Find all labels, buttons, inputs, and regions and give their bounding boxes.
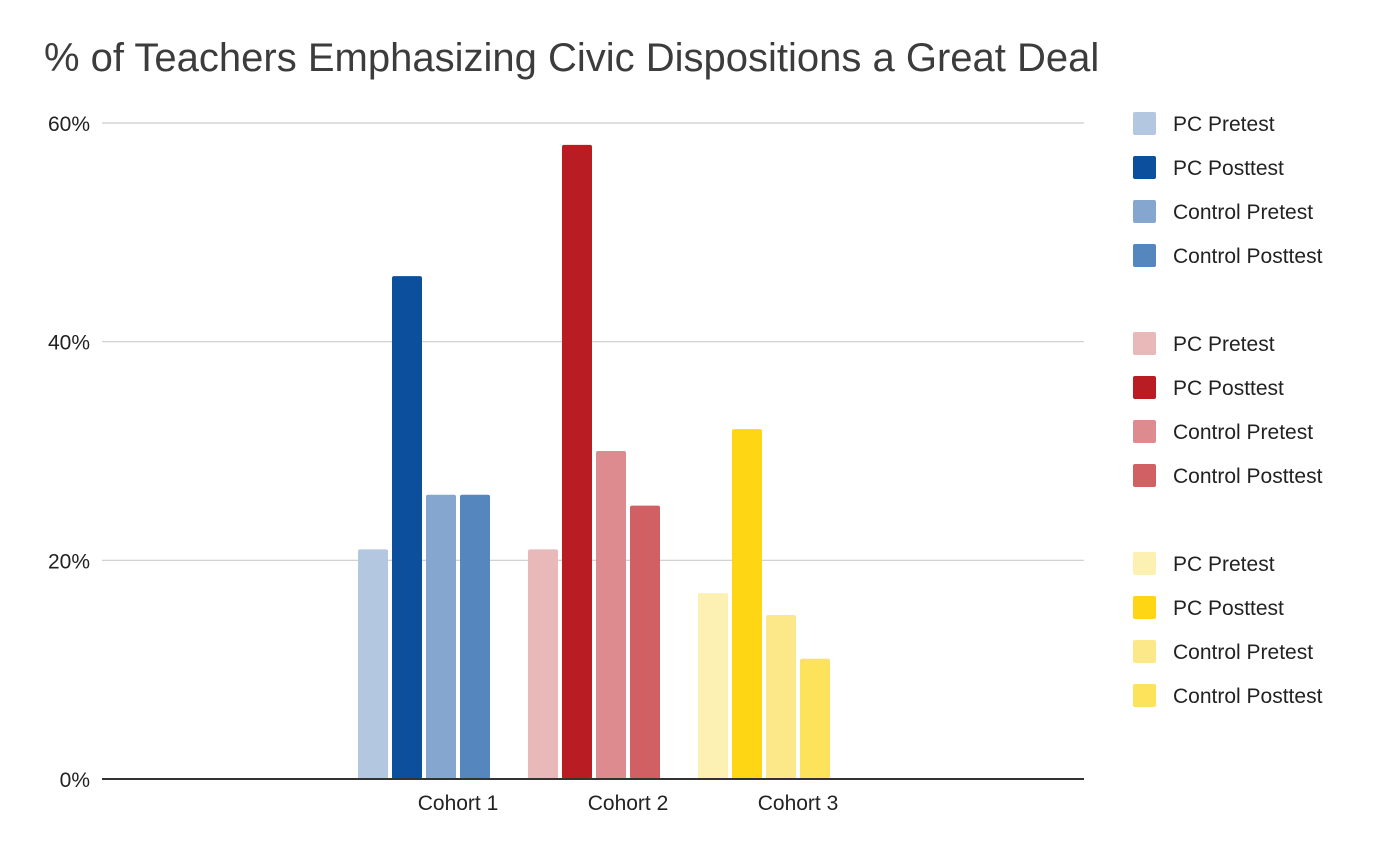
y-tick-label: 60% (48, 113, 90, 136)
legend-swatch (1133, 640, 1156, 663)
legend-swatch (1133, 332, 1156, 355)
legend-label: PC Pretest (1173, 333, 1275, 356)
legend-swatch (1133, 420, 1156, 443)
legend-swatch (1133, 244, 1156, 267)
legend-label: PC Pretest (1173, 553, 1275, 576)
legend-swatch (1133, 112, 1156, 135)
x-tick-label: Cohort 1 (418, 792, 499, 815)
y-tick-label: 40% (48, 332, 90, 355)
legend-label: Control Posttest (1173, 465, 1323, 488)
legend-label: Control Pretest (1173, 201, 1313, 224)
bar-cohort-2-control-posttest (630, 505, 660, 779)
y-axis-tick-labels: 0% 20% 40% 60% (48, 113, 90, 792)
y-tick-label: 20% (48, 550, 90, 573)
legend-swatch (1133, 552, 1156, 575)
legend-label: PC Posttest (1173, 377, 1284, 400)
legend-swatch (1133, 376, 1156, 399)
bar-cohort-2-pc-pretest (528, 549, 558, 779)
bar-cohort-3-control-posttest (800, 658, 830, 779)
legend-swatch (1133, 596, 1156, 619)
legend-swatch (1133, 464, 1156, 487)
legend-label: PC Pretest (1173, 113, 1275, 136)
legend-label: PC Posttest (1173, 597, 1284, 620)
bar-cohort-1-control-posttest (460, 494, 490, 779)
bar-cohort-1-pc-pretest (358, 549, 388, 779)
bar-cohort-3-pc-posttest (732, 429, 762, 779)
bar-cohort-2-pc-posttest (562, 144, 592, 779)
legend-label: Control Posttest (1173, 245, 1323, 268)
y-tick-label: 0% (60, 769, 90, 792)
bars (358, 144, 830, 779)
x-axis-tick-labels: Cohort 1 Cohort 2 Cohort 3 (418, 792, 839, 815)
chart-title: % of Teachers Emphasizing Civic Disposit… (44, 36, 1100, 80)
bar-cohort-3-control-pretest (766, 615, 796, 779)
legend-label: Control Pretest (1173, 641, 1313, 664)
bar-cohort-1-control-pretest (426, 494, 456, 779)
legend-swatch (1133, 156, 1156, 179)
legend-label: PC Posttest (1173, 157, 1284, 180)
legend-swatch (1133, 684, 1156, 707)
legend-swatch (1133, 200, 1156, 223)
legend-label: Control Pretest (1173, 421, 1313, 444)
bar-cohort-2-control-pretest (596, 451, 626, 779)
x-tick-label: Cohort 2 (588, 792, 669, 815)
bar-cohort-1-pc-posttest (392, 276, 422, 779)
legend: PC Pretest PC Posttest Control Pretest Cont… (1133, 112, 1323, 708)
x-tick-label: Cohort 3 (758, 792, 839, 815)
gridlines (102, 122, 1084, 561)
legend-label: Control Posttest (1173, 685, 1323, 708)
bar-cohort-3-pc-pretest (698, 593, 728, 779)
